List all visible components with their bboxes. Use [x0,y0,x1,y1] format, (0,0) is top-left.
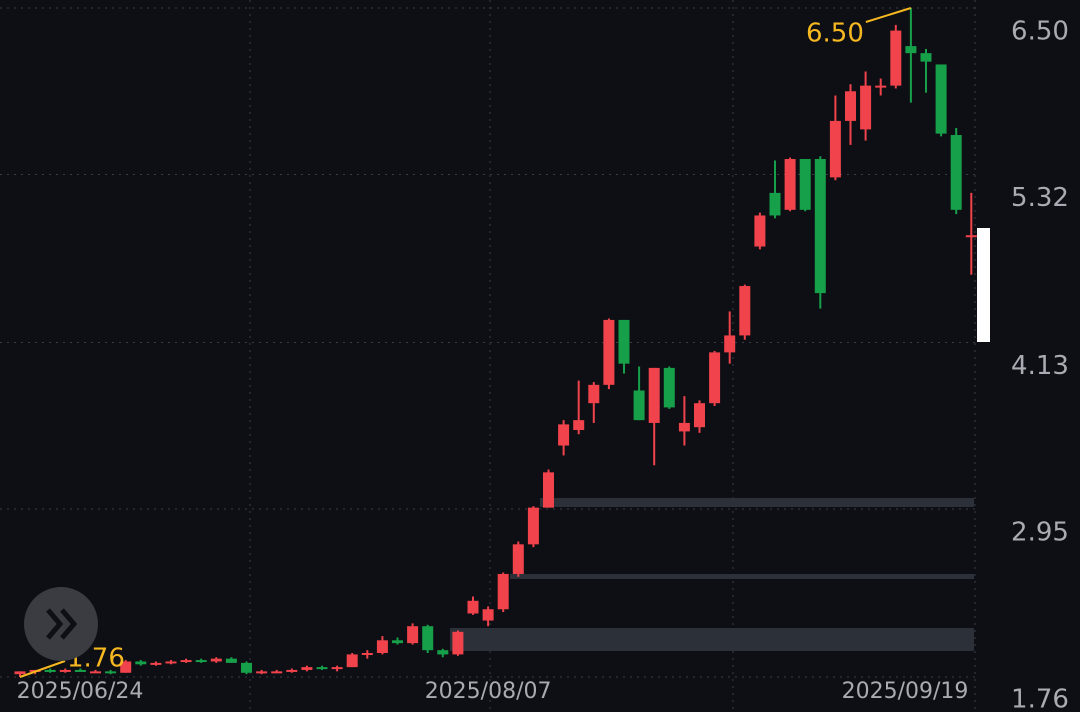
y-tick-label: 1.76 [1011,685,1069,712]
candle-body [14,671,26,675]
candle-body [769,192,781,216]
collapse-button[interactable] [24,587,98,661]
candle-body [920,53,932,62]
candle-body [90,671,101,674]
candle-body [724,335,736,353]
y-tick-label: 6.50 [1011,17,1069,47]
candle-body [905,46,917,54]
candle-body [74,669,86,672]
candle-body [754,215,766,247]
candle-body [950,135,962,210]
candle-body [150,662,162,665]
candle-body [739,286,751,336]
candle-body [361,653,373,656]
candle-body [875,85,887,88]
candle-body [210,658,222,662]
candle-body [59,669,71,672]
candle-body [784,159,796,210]
candle-body [467,600,479,614]
candle-body [663,367,675,408]
y-tick-label: 5.32 [1011,183,1069,213]
level-band [540,498,974,507]
candle-body [120,661,132,673]
candle-body [286,669,298,672]
candle-body [633,390,645,421]
candle-body [256,671,268,674]
candle-body [165,661,177,664]
candle-body [694,403,705,428]
candle-body [573,420,585,431]
candle-body [225,658,237,663]
candle-body [271,671,283,674]
candle-body [618,319,630,364]
candle-body [331,667,343,670]
candle-body [241,662,252,673]
candle-body [603,319,615,385]
level-band [510,574,974,579]
candle-body [543,472,554,508]
candle-body [180,660,192,663]
x-tick-label: 2025/08/07 [425,679,552,704]
candle-body [392,640,403,644]
candle-body [195,660,207,663]
y-tick-label: 4.13 [1011,351,1069,381]
plot: 6.50 5.32 4.13 2.95 1.76 2025/06/24 2025/08/07… [0,7,1069,712]
candle-body [588,384,600,404]
candle-body [44,669,56,672]
y-tick-label: 2.95 [1011,518,1069,548]
candle-body [346,654,358,668]
x-tick-label: 2025/06/24 [17,679,144,704]
candle-body [452,631,464,655]
candle-body [709,352,721,404]
candle-body [814,159,826,294]
candle-body [935,64,947,134]
candle-body [678,422,690,432]
candle-body [376,640,388,654]
annotation-line [865,7,912,23]
candle-body [316,667,328,670]
candle-body [407,626,419,644]
level-band [450,628,974,651]
candle-body [648,367,660,423]
candle-body [965,235,977,238]
candle-body [482,609,494,621]
candle-body [860,85,872,130]
candle-body [829,120,841,178]
candle-body [845,91,856,121]
candle-body [558,424,570,446]
candle-body [301,667,313,670]
candle-body [497,573,509,610]
chevron-icon[interactable] [46,608,78,640]
candle-body [527,507,539,545]
x-tick-label: 2025/09/19 [842,679,969,704]
price-marker [977,228,990,342]
candle-body [135,661,147,665]
candle-body [422,626,434,651]
candle-body [890,30,902,86]
candle-body [512,544,524,574]
annotation-label: 6.50 [806,19,864,49]
candle-body [437,650,449,655]
annotation-line [19,660,66,678]
candle-body [799,159,811,210]
candle-body [105,671,117,674]
